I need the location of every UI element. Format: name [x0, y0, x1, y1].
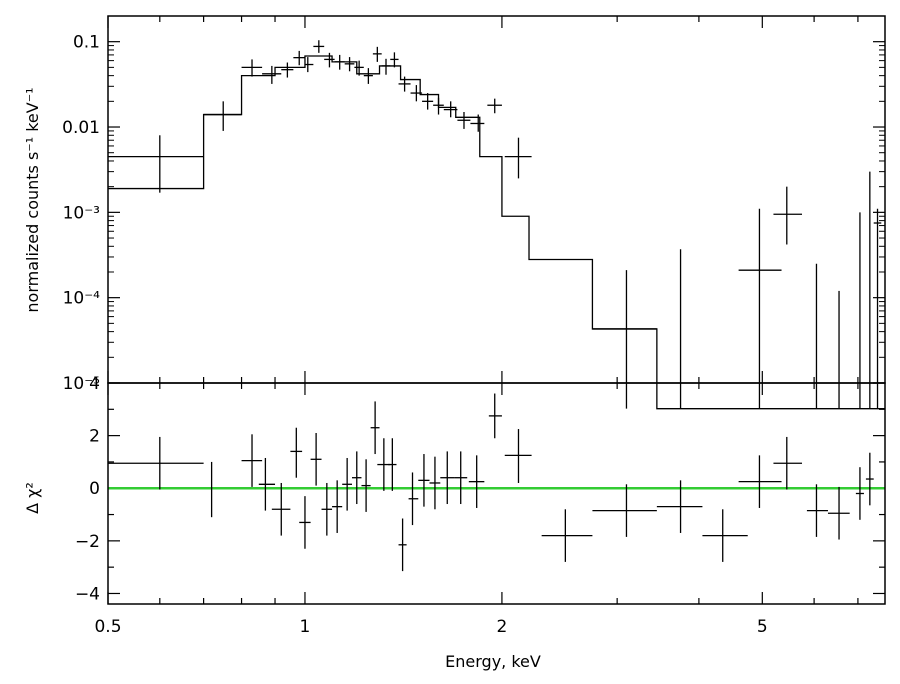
spectrum-data-point — [344, 57, 355, 72]
residual-data-point — [738, 455, 782, 508]
x-tick-label: 2 — [497, 617, 508, 637]
spectrum-data-point — [398, 76, 411, 92]
residual-y-axis-title: Δ χ² — [23, 482, 42, 514]
spectrum-data-point — [108, 135, 204, 193]
spectrum-data-point — [390, 52, 399, 68]
spectrum-data-point — [304, 57, 314, 73]
residual-data-point — [310, 432, 322, 486]
residual-data-point — [468, 455, 485, 508]
x-tick-label: 1 — [300, 617, 311, 637]
y-tick-label: 0 — [89, 479, 100, 499]
residual-data-point — [342, 457, 352, 511]
spectrum-data-point — [433, 97, 444, 115]
x-tick-label: 5 — [757, 617, 768, 637]
residual-data-point — [541, 509, 593, 562]
residual-data-point — [773, 436, 803, 490]
spectrum-panel: 0.1 0.01 10⁻³ 10⁻⁴ 10⁻⁵ — [62, 15, 886, 410]
spectrum-data-point — [262, 65, 282, 84]
spectrum-data-point — [470, 114, 485, 132]
spectrum-data-point — [293, 50, 305, 66]
y-tick-label: 0.01 — [62, 118, 100, 138]
spectrum-data-point — [363, 68, 373, 84]
residual-data-point — [855, 467, 864, 520]
residual-data-point — [488, 393, 502, 439]
x-tick-labels: 0.5 1 2 5 — [94, 617, 767, 637]
y-tick-label: −4 — [75, 584, 100, 604]
y-tick-label: 10⁻⁵ — [63, 374, 100, 394]
spectrum-data-point — [410, 85, 423, 102]
residual-data-point — [702, 509, 748, 562]
residual-data-point — [440, 451, 455, 505]
x-axis-title: Energy, keV — [445, 652, 541, 671]
spectrum-data-point — [324, 52, 335, 68]
y-tick-label: 4 — [89, 374, 100, 394]
y-tick-label: 0.1 — [73, 33, 100, 53]
residual-panel: 4 2 0 −2 −4 0.5 1 2 5 — [75, 374, 886, 637]
y-tick-label: −2 — [75, 532, 100, 552]
residual-data-point — [592, 484, 657, 537]
spectrum-data-point — [592, 270, 657, 409]
spectrum-data-point — [873, 208, 882, 409]
spectrum-data-point — [334, 54, 345, 70]
residual-data-point — [454, 451, 468, 505]
residual-data-point — [361, 459, 371, 512]
spectrum-data-point — [381, 58, 391, 75]
residual-data-point — [827, 486, 850, 540]
residual-data-point — [271, 482, 291, 536]
residual-data-point — [290, 427, 303, 478]
spectrum-data-point — [281, 62, 294, 78]
spectrum-data-point — [354, 60, 364, 76]
residual-data-point — [370, 401, 380, 455]
residual-frame — [107, 382, 886, 605]
spectrum-data-point — [504, 137, 532, 179]
residual-data-point — [418, 454, 430, 507]
spectrum-y-axis-title: normalized counts s⁻¹ keV⁻¹ — [23, 87, 42, 312]
y-tick-label: 10⁻⁴ — [63, 289, 101, 309]
spectrum-data-point — [422, 93, 434, 110]
spectrum-data-point — [443, 101, 458, 118]
spectrum-data-points — [108, 40, 882, 409]
residual-data-point — [806, 484, 828, 537]
residual-data-points — [108, 393, 874, 572]
y-tick-label: 10⁻³ — [63, 203, 100, 223]
spectrum-data-point — [203, 101, 242, 131]
residual-data-point — [241, 434, 263, 487]
spectrum-y-tick-labels: 0.1 0.01 10⁻³ 10⁻⁴ 10⁻⁵ — [62, 33, 100, 394]
residual-data-point — [656, 480, 703, 533]
residual-data-point — [108, 436, 204, 490]
spectrum-data-point — [241, 59, 263, 77]
residual-data-point — [429, 456, 441, 510]
spectrum-data-point — [738, 208, 782, 409]
residual-data-point — [258, 457, 276, 511]
residual-data-point — [865, 452, 874, 506]
residual-data-point — [299, 496, 311, 549]
spectrum-data-point — [487, 98, 502, 114]
spectrum-data-point — [313, 40, 325, 53]
model-step-line — [108, 55, 885, 410]
spectrum-data-point — [773, 186, 803, 245]
residual-data-point — [351, 451, 362, 505]
residual-data-point — [504, 429, 532, 483]
residual-data-point — [321, 482, 333, 536]
y-tick-label: 2 — [89, 427, 100, 447]
residual-y-tick-labels: 4 2 0 −2 −4 — [75, 374, 100, 604]
x-tick-label: 0.5 — [94, 617, 121, 637]
residual-data-point — [398, 518, 407, 572]
residual-data-point — [332, 480, 343, 533]
residual-data-point — [377, 438, 391, 491]
residual-data-point — [408, 472, 419, 526]
residual-data-point — [388, 438, 397, 491]
model-step-path — [108, 55, 885, 410]
spectrum-data-point — [457, 111, 471, 129]
spectrum-data-point — [372, 46, 382, 62]
